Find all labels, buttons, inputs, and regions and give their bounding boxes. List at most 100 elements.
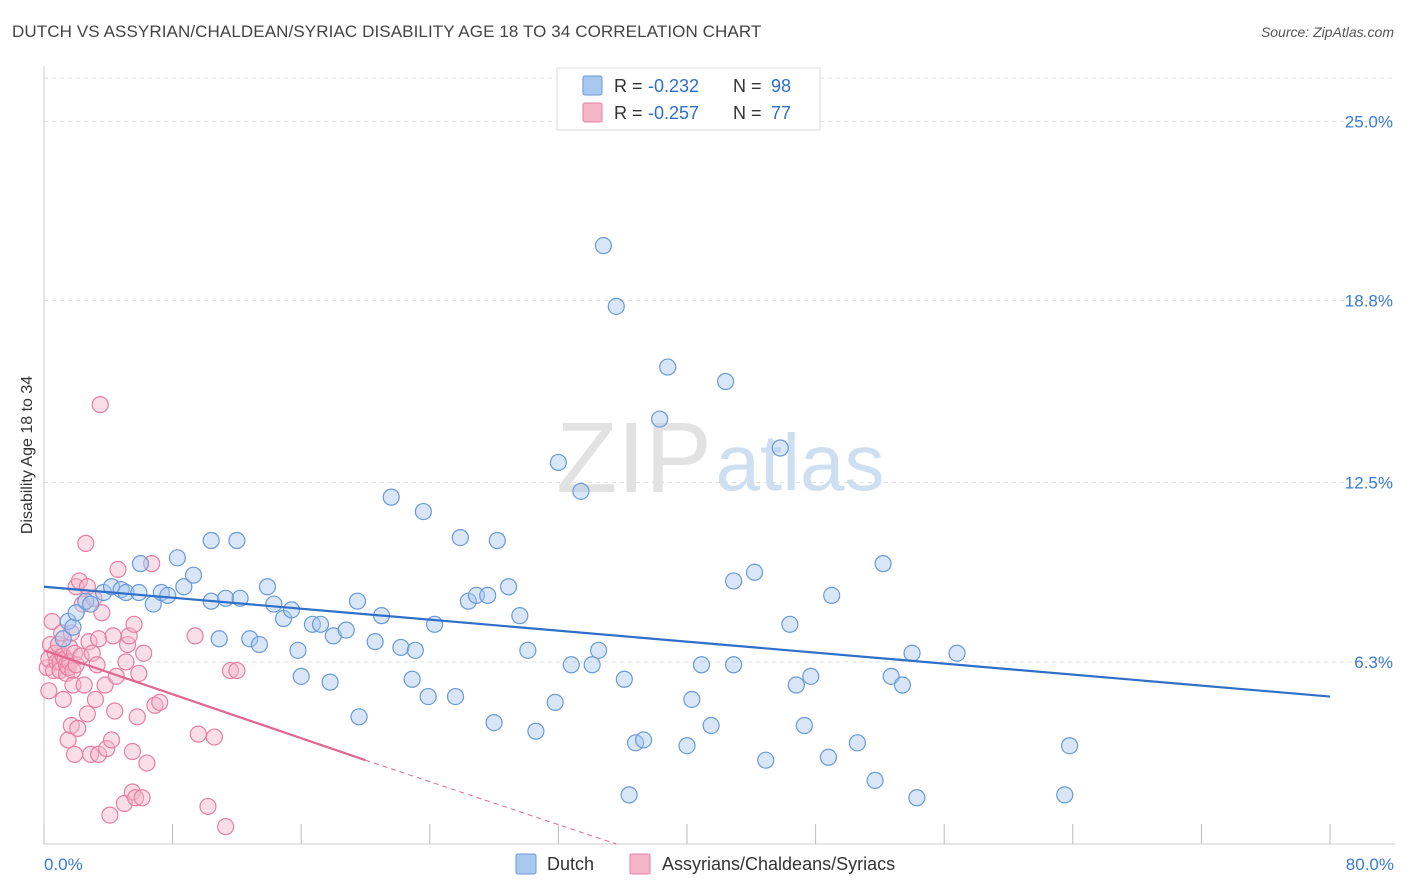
- dutch-point: [292, 667, 310, 685]
- dutch-point: [725, 656, 743, 674]
- dutch-point: [527, 722, 545, 740]
- assyrian-point: [69, 719, 87, 737]
- dutch-point: [583, 656, 601, 674]
- dutch-point: [210, 630, 228, 648]
- legend-swatch-assyrian: [629, 853, 651, 875]
- assyrian-point: [128, 708, 146, 726]
- assyrian-point: [127, 789, 145, 807]
- y-tick-label: 6.3%: [1354, 653, 1393, 672]
- dutch-point: [683, 690, 701, 709]
- dutch-point: [549, 453, 568, 472]
- dutch-point: [725, 572, 743, 590]
- assyrian-point: [59, 731, 77, 749]
- stats-legend: R = -0.232 N = 98 R = -0.257 N = 77: [556, 67, 821, 131]
- dutch-point: [757, 751, 775, 769]
- dutch-point: [499, 578, 518, 596]
- dutch-point: [908, 789, 926, 807]
- dutch-point: [771, 439, 789, 457]
- dutch-point: [337, 621, 355, 639]
- dutch-point: [589, 641, 608, 659]
- series-legend: Dutch Assyrians/Chaldeans/Syriacs: [515, 853, 895, 875]
- assyrian-point: [228, 661, 246, 680]
- x-tick-label-max: 80.0%: [1346, 855, 1394, 874]
- dutch-point: [893, 676, 912, 694]
- dutch-point: [282, 601, 301, 619]
- dutch-point: [175, 578, 193, 596]
- watermark-zip: ZIP: [556, 402, 712, 514]
- dutch-point: [485, 713, 503, 732]
- stats-r-value-dutch: -0.232: [648, 76, 699, 96]
- y-tick-label: 25.0%: [1345, 112, 1393, 131]
- dutch-point: [546, 693, 564, 711]
- dutch-point: [572, 482, 590, 500]
- dutch-point: [519, 641, 537, 659]
- assyrian-point: [54, 690, 72, 709]
- dutch-point: [228, 531, 246, 550]
- stats-r-label-assyrian: R =: [614, 103, 643, 123]
- assyrian-point: [133, 789, 151, 807]
- y-tick-label: 12.5%: [1345, 474, 1393, 493]
- dutch-point: [692, 656, 711, 674]
- dutch-point: [217, 589, 235, 607]
- dutch-point: [419, 687, 437, 706]
- dutch-point: [382, 488, 400, 506]
- dutch-point: [184, 566, 203, 584]
- dutch-point: [446, 687, 465, 706]
- stats-legend-swatch-assyrian: [582, 102, 603, 123]
- dutch-point: [819, 748, 838, 766]
- dutch-point: [348, 592, 367, 610]
- dutch-point: [607, 297, 625, 315]
- dutch-point: [159, 586, 177, 605]
- dutch-point: [866, 771, 884, 790]
- dutch-point: [77, 592, 95, 610]
- dutch-point: [130, 583, 148, 602]
- y-axis-label: Disability Age 18 to 34: [19, 376, 36, 534]
- stats-r-label-dutch: R =: [614, 76, 643, 96]
- assyrian-point: [102, 731, 121, 749]
- dutch-point: [781, 615, 799, 633]
- dutch-point: [1056, 786, 1074, 804]
- dutch-point: [882, 667, 900, 685]
- axes: [43, 66, 1395, 845]
- dutch-point: [903, 644, 921, 662]
- dutch-point: [848, 734, 866, 752]
- assyrian-point: [146, 696, 164, 714]
- dutch-point: [392, 638, 410, 657]
- dutch-point: [488, 531, 506, 550]
- chart-title: DUTCH VS ASSYRIAN/CHALDEAN/SYRIAC DISABI…: [12, 22, 762, 41]
- dutch-point: [250, 635, 269, 654]
- dutch-point: [102, 578, 121, 596]
- dutch-point: [787, 676, 805, 694]
- dutch-point: [321, 673, 339, 691]
- y-tick-label: 18.8%: [1345, 292, 1393, 311]
- dutch-point: [479, 586, 497, 605]
- assyrian-point: [189, 725, 207, 743]
- stats-r-value-assyrian: -0.257: [648, 103, 699, 123]
- source-label: Source: ZipAtlas.com: [1260, 24, 1394, 40]
- assyrian-point: [107, 667, 125, 685]
- assyrian-point: [130, 664, 148, 683]
- assyrian-point: [90, 630, 108, 648]
- legend-label-assyrian: Assyrians/Chaldeans/Syriacs: [662, 854, 895, 874]
- assyrian-point: [91, 396, 109, 414]
- dutch-point: [651, 410, 669, 428]
- watermark-atlas: atlas: [716, 418, 885, 507]
- assyrian-point: [123, 742, 142, 761]
- dutch-point: [289, 641, 307, 659]
- grid-lines: [44, 77, 1395, 663]
- dutch-point: [451, 528, 469, 547]
- trend-line-assyrian: [43, 649, 366, 762]
- assyrian-point: [186, 627, 204, 645]
- dutch-point: [241, 630, 259, 648]
- trend-line-assyrian-extension: [365, 759, 617, 845]
- series-dutch-points: [54, 237, 1079, 807]
- dutch-point: [716, 372, 735, 391]
- dutch-point: [802, 667, 820, 685]
- stats-n-label-assyrian: N =: [733, 103, 762, 123]
- legend-swatch-dutch: [515, 853, 537, 875]
- dutch-point: [406, 641, 424, 659]
- assyrian-point: [135, 644, 153, 662]
- dutch-point: [64, 618, 82, 636]
- trend-line-dutch: [43, 585, 1331, 698]
